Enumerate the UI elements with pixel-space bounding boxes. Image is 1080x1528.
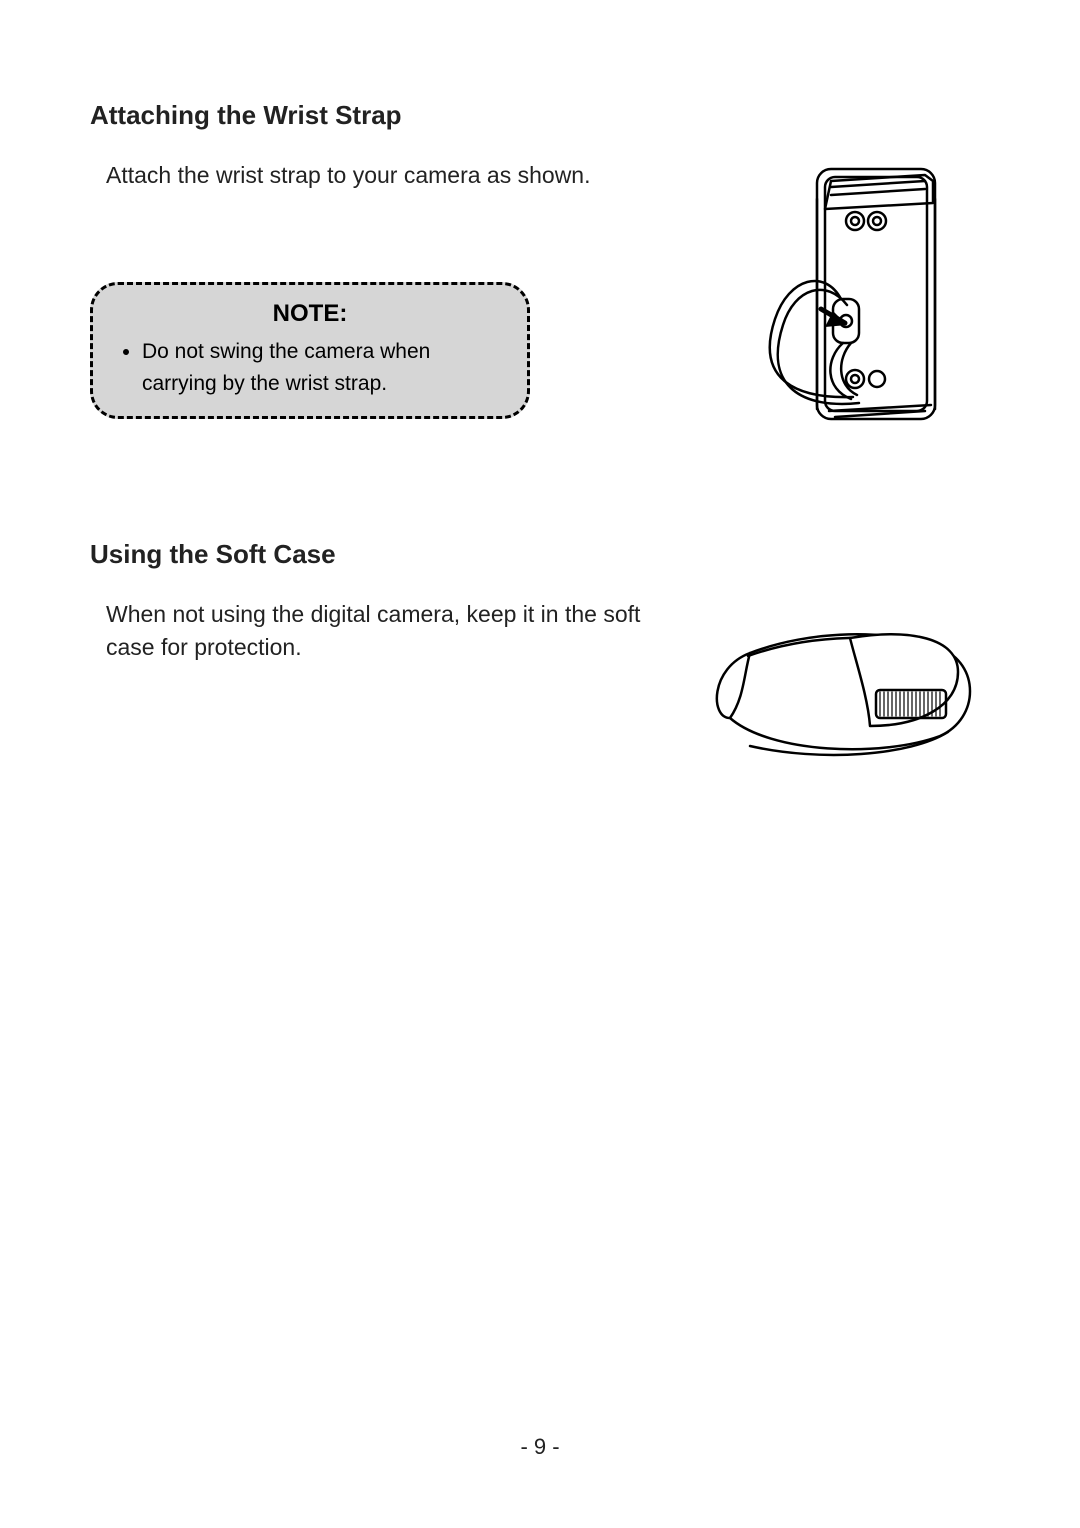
camera-wrist-strap-icon xyxy=(755,159,985,459)
section-soft-case: Using the Soft Case When not using the d… xyxy=(90,539,990,778)
illustration-wrist-strap xyxy=(750,159,990,459)
illustration-soft-case xyxy=(700,598,990,778)
section-heading: Attaching the Wrist Strap xyxy=(90,100,990,131)
note-box: NOTE: Do not swing the camera when carry… xyxy=(90,282,530,419)
section-body: When not using the digital camera, keep … xyxy=(90,598,990,778)
note-title: NOTE: xyxy=(120,300,500,328)
page-number: - 9 - xyxy=(0,1434,1080,1460)
section-heading: Using the Soft Case xyxy=(90,539,990,570)
section-text-column: Attach the wrist strap to your camera as… xyxy=(90,159,710,419)
section-body: Attach the wrist strap to your camera as… xyxy=(90,159,990,459)
section-text-column: When not using the digital camera, keep … xyxy=(90,598,660,685)
soft-case-icon xyxy=(700,598,990,778)
section-paragraph: When not using the digital camera, keep … xyxy=(106,598,660,665)
section-wrist-strap: Attaching the Wrist Strap Attach the wri… xyxy=(90,100,990,459)
note-item: Do not swing the camera when carrying by… xyxy=(142,336,494,399)
note-list: Do not swing the camera when carrying by… xyxy=(120,336,500,399)
section-paragraph: Attach the wrist strap to your camera as… xyxy=(106,159,710,192)
manual-page: Attaching the Wrist Strap Attach the wri… xyxy=(0,0,1080,1528)
